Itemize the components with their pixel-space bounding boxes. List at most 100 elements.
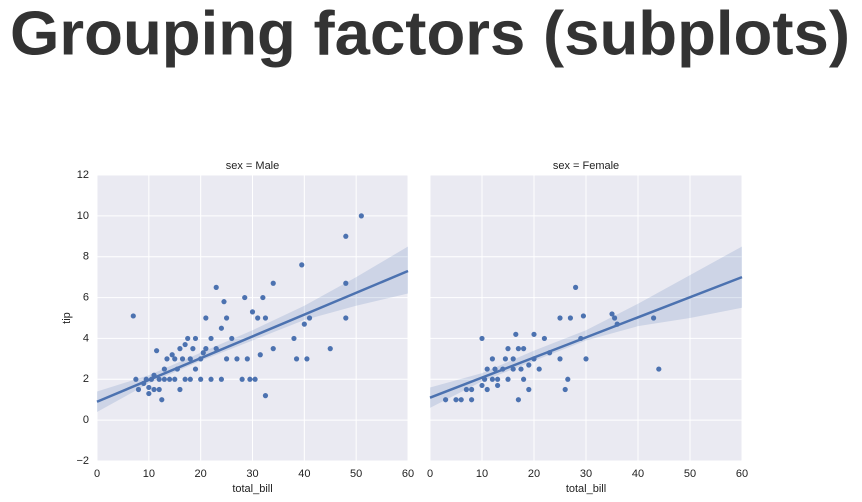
data-point bbox=[505, 346, 511, 352]
data-point bbox=[536, 366, 542, 372]
data-point bbox=[249, 309, 256, 315]
data-point bbox=[260, 294, 266, 301]
data-point bbox=[557, 356, 563, 362]
data-point bbox=[177, 386, 183, 393]
data-point bbox=[133, 376, 139, 382]
data-point bbox=[192, 366, 199, 372]
data-point bbox=[172, 376, 178, 382]
data-point bbox=[203, 346, 209, 352]
x-tick-label: 40 bbox=[632, 468, 644, 480]
data-point bbox=[182, 376, 188, 382]
data-point bbox=[541, 335, 548, 342]
data-point bbox=[262, 393, 269, 399]
x-axis-label: total_bill bbox=[566, 483, 606, 495]
data-point bbox=[463, 386, 469, 393]
data-point bbox=[187, 356, 193, 362]
data-point bbox=[521, 346, 527, 352]
data-point bbox=[479, 335, 485, 342]
data-point bbox=[146, 384, 152, 391]
x-tick-label: 10 bbox=[143, 468, 155, 480]
data-point bbox=[223, 315, 230, 321]
data-point bbox=[458, 397, 464, 403]
data-point bbox=[244, 356, 250, 362]
regression-line bbox=[429, 275, 743, 399]
data-point bbox=[161, 376, 167, 382]
data-point bbox=[255, 315, 261, 321]
data-point bbox=[510, 366, 516, 372]
data-point bbox=[218, 376, 224, 382]
data-point bbox=[291, 335, 297, 342]
data-point bbox=[484, 386, 490, 393]
data-point bbox=[515, 397, 522, 403]
data-point bbox=[203, 315, 209, 321]
x-tick-label: 0 bbox=[94, 468, 100, 480]
panel-title: sex = Female bbox=[553, 160, 619, 172]
data-point bbox=[484, 366, 490, 372]
slide-title: Grouping factors (subplots) bbox=[10, 0, 850, 68]
data-point bbox=[135, 386, 142, 393]
y-axis-label: tip bbox=[61, 312, 73, 324]
data-point bbox=[518, 366, 524, 372]
x-tick-label: 10 bbox=[476, 468, 488, 480]
data-point bbox=[531, 331, 537, 337]
data-point bbox=[573, 284, 579, 290]
data-point bbox=[156, 386, 162, 393]
data-point bbox=[565, 376, 571, 382]
data-point bbox=[583, 356, 589, 362]
data-point bbox=[164, 356, 170, 362]
data-point bbox=[239, 376, 245, 382]
y-tick-label: 4 bbox=[83, 332, 89, 344]
data-point bbox=[469, 397, 475, 403]
data-point bbox=[443, 397, 449, 403]
data-point bbox=[187, 376, 193, 382]
data-point bbox=[656, 366, 662, 372]
data-point bbox=[526, 386, 532, 393]
data-point bbox=[567, 315, 574, 321]
confidence-band bbox=[97, 246, 408, 412]
data-point bbox=[502, 356, 508, 362]
data-point bbox=[343, 280, 349, 286]
data-point bbox=[130, 313, 136, 319]
data-point bbox=[510, 356, 516, 362]
data-point bbox=[526, 362, 532, 368]
data-point bbox=[161, 366, 167, 372]
data-point bbox=[304, 356, 310, 362]
data-point bbox=[515, 346, 522, 352]
data-point bbox=[343, 315, 349, 321]
data-point bbox=[270, 346, 276, 352]
y-tick-label: 12 bbox=[77, 169, 89, 181]
data-point bbox=[234, 356, 240, 362]
data-point bbox=[223, 356, 230, 362]
x-tick-label: 30 bbox=[580, 468, 592, 480]
y-tick-label: 0 bbox=[83, 414, 89, 426]
data-point bbox=[513, 331, 519, 337]
data-point bbox=[252, 376, 258, 382]
data-point bbox=[293, 356, 300, 362]
data-point bbox=[179, 356, 186, 362]
data-point bbox=[151, 386, 157, 393]
data-point bbox=[492, 366, 498, 372]
x-tick-label: 60 bbox=[402, 468, 414, 480]
data-point bbox=[177, 346, 183, 352]
x-tick-label: 40 bbox=[298, 468, 310, 480]
x-tick-label: 0 bbox=[427, 468, 433, 480]
data-point bbox=[190, 346, 196, 352]
data-point bbox=[557, 315, 563, 321]
data-point bbox=[159, 397, 165, 403]
data-point bbox=[343, 233, 349, 239]
y-tick-label: 10 bbox=[77, 210, 89, 222]
data-point bbox=[469, 386, 475, 393]
data-point bbox=[489, 376, 495, 382]
x-axis-label: total_bill bbox=[232, 483, 272, 495]
data-point bbox=[479, 382, 485, 389]
data-point bbox=[247, 376, 253, 382]
data-point bbox=[221, 299, 227, 305]
data-point bbox=[169, 352, 175, 358]
data-point bbox=[580, 313, 587, 319]
data-point bbox=[651, 315, 657, 321]
data-point bbox=[182, 341, 188, 348]
data-point bbox=[327, 346, 333, 352]
data-point bbox=[358, 213, 364, 219]
y-tick-label: 2 bbox=[83, 373, 89, 385]
